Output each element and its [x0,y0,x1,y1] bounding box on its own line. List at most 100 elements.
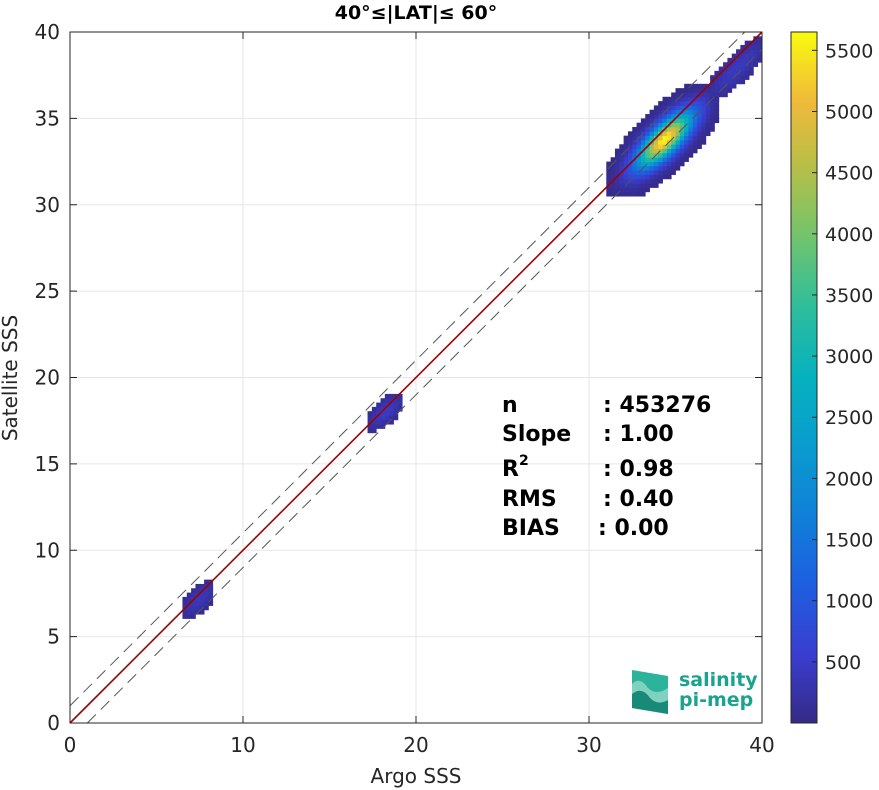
heat-cell [186,609,192,615]
heat-cell [688,139,694,145]
heat-cell [675,118,681,124]
heat-cell [679,96,685,102]
heat-cell [662,131,668,137]
heat-cell [653,105,659,111]
heat-cell [679,105,685,111]
heat-cell [671,122,676,128]
heat-cell [627,183,633,188]
heat-cell [736,49,741,54]
heat-cell [182,614,188,619]
heat-cell [710,75,715,80]
heat-cell [710,88,715,93]
heat-cell [623,152,629,158]
heat-cell [718,92,724,98]
heat-cell [204,588,209,593]
heat-cell [675,139,681,145]
heat-cell [697,131,702,137]
heat-cell [376,411,381,416]
stat-bias-label: BIAS [502,516,560,541]
heat-cell [204,579,209,585]
heat-cell [645,165,650,171]
heat-cell [614,183,620,188]
heat-cell [649,170,655,175]
heat-cell [199,609,205,615]
heat-cell [675,131,681,137]
heat-cell [740,79,746,85]
heat-cell [697,101,702,106]
heat-cell [740,62,746,67]
stats-box: n : 453276 Slope : 1.00 R2 : 0.98 RMS : … [502,393,711,541]
heat-cell [662,157,668,162]
heat-cell [195,596,201,602]
heat-cell [692,92,698,98]
heat-cell [688,135,694,141]
heat-cell [658,161,663,167]
heat-cell [671,114,676,119]
heat-cell [191,614,196,619]
heat-cell [649,174,655,180]
heat-cell [705,88,711,93]
heat-cell [610,187,616,193]
heat-cell [636,157,642,162]
heat-cell [632,127,637,132]
heat-cell [658,178,663,184]
heat-cell [640,127,646,132]
heat-cell [658,157,663,162]
heat-cell [684,152,689,158]
heat-cell [714,105,720,111]
heat-cell [692,144,698,150]
stat-rms-label: RMS [502,487,557,512]
heat-cell [705,114,711,119]
heat-cell [714,109,720,115]
heat-cell [649,157,655,162]
heat-cell [736,57,741,63]
heat-cell [688,96,694,102]
heat-cell [384,393,390,399]
heat-cell [718,83,724,89]
heat-cell [727,88,733,93]
heat-cell [658,114,663,119]
heat-cell [645,139,650,145]
heat-cell [636,122,642,128]
heat-cell [684,114,689,119]
heat-cell [371,406,377,412]
y-tick-label: 40 [35,20,60,44]
heat-cell [208,588,214,593]
heat-cell [606,178,612,184]
heat-cell [191,588,196,593]
heat-cell [645,183,650,188]
stat-r2-value: : 0.98 [603,457,674,482]
heat-cell [376,424,381,429]
heat-cell [684,144,689,150]
heat-cell [705,122,711,128]
heat-cell [645,131,650,137]
heat-cell [749,62,754,67]
heat-cell [645,148,650,154]
heat-cell [666,174,672,180]
wave-icon [632,670,668,714]
colorbar-tick-label: 2000 [825,468,873,490]
heat-cell [666,152,672,158]
heat-cell [191,609,196,615]
heat-cell [658,122,663,128]
heat-cell [666,165,672,171]
heat-cell [662,139,668,145]
heat-cell [662,148,668,154]
heat-cell [380,424,386,429]
heat-cell [710,118,715,124]
heat-cell [692,127,698,132]
heat-cell [195,583,201,589]
heat-cell [727,79,733,85]
heat-cell [662,144,668,150]
chart-title: 40°≤|LAT|≤ 60° [335,2,498,24]
x-tick-label: 20 [403,733,428,757]
heat-cell [697,83,702,89]
heat-cell [606,187,612,193]
heat-cell [640,144,646,150]
heat-cell [749,53,754,59]
y-tick-label: 35 [35,106,60,130]
heat-cell [371,411,377,416]
heat-cell [714,92,720,98]
heat-cell [658,165,663,171]
